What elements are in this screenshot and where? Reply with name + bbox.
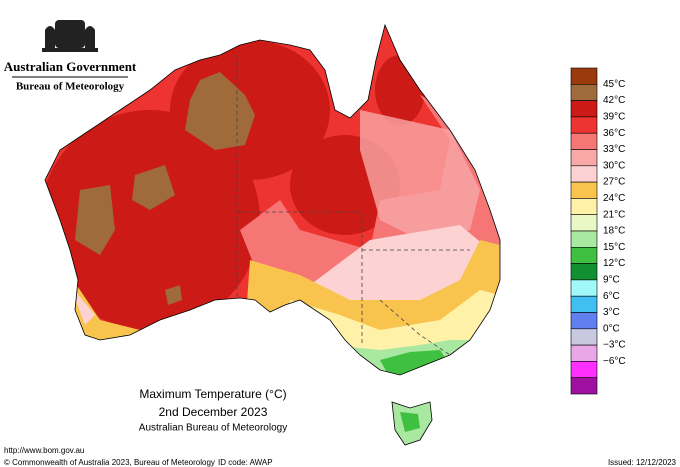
map-date: 2nd December 2023	[159, 405, 268, 419]
legend-label: 24°C	[603, 193, 625, 204]
tasmania-region	[400, 412, 420, 432]
legend-swatch	[570, 132, 598, 150]
emblem	[42, 20, 98, 52]
header-government: Australian Government	[4, 59, 137, 74]
legend-swatch	[570, 116, 598, 134]
legend-label: 0°C	[603, 323, 620, 334]
legend-label: 15°C	[603, 242, 625, 253]
legend-swatch	[570, 181, 598, 199]
coastline	[44, 23, 501, 376]
legend-swatch	[570, 344, 598, 362]
legend-label: 30°C	[603, 160, 625, 171]
state-borders	[236, 55, 470, 356]
legend-swatch	[570, 230, 598, 248]
legend-swatch	[570, 198, 598, 215]
map-title: Maximum Temperature (°C)	[139, 387, 286, 401]
footer-url: http://www.bom.gov.au	[4, 446, 84, 455]
legend-swatch	[570, 361, 598, 378]
legend-label: 42°C	[603, 95, 625, 106]
header-agency: Bureau of Meteorology	[16, 81, 125, 93]
legend-label: 21°C	[603, 209, 625, 220]
legend-swatch	[570, 295, 598, 313]
legend-label: −6°C	[603, 356, 626, 367]
legend-label: 6°C	[603, 291, 620, 302]
legend-swatch	[570, 149, 598, 167]
legend-label: 36°C	[603, 128, 625, 139]
footer-issued: Issued: 12/12/2023	[608, 458, 677, 467]
legend-label: 33°C	[603, 144, 625, 155]
legend-label: 39°C	[603, 112, 625, 123]
legend-swatch	[570, 84, 598, 101]
legend-swatch	[570, 247, 598, 264]
legend-label: 27°C	[603, 177, 625, 188]
legend-label: 3°C	[603, 307, 620, 318]
legend-label: 9°C	[603, 275, 620, 286]
legend-swatch	[570, 67, 598, 85]
legend-swatch	[570, 279, 598, 297]
legend-label: 18°C	[603, 226, 625, 237]
legend-label: 12°C	[603, 258, 625, 269]
footer-id: ID code: AWAP	[218, 458, 273, 467]
legend-swatch	[570, 100, 598, 118]
legend-label: 45°C	[603, 79, 625, 90]
footer-copyright: © Commonwealth of Australia 2023, Bureau…	[4, 458, 215, 467]
legend-swatch	[570, 312, 598, 330]
legend: 45°C 42°C 39°C 36°C 33°C 30°C 27°C 24°C 21°C 18°C…	[570, 67, 626, 395]
legend-swatch	[570, 214, 598, 232]
legend-swatch	[570, 165, 598, 183]
map-source: Australian Bureau of Meteorology	[139, 423, 287, 434]
legend-swatch	[570, 263, 598, 281]
legend-swatch	[570, 377, 598, 395]
legend-label: −3°C	[603, 340, 626, 351]
legend-swatch	[570, 328, 598, 346]
